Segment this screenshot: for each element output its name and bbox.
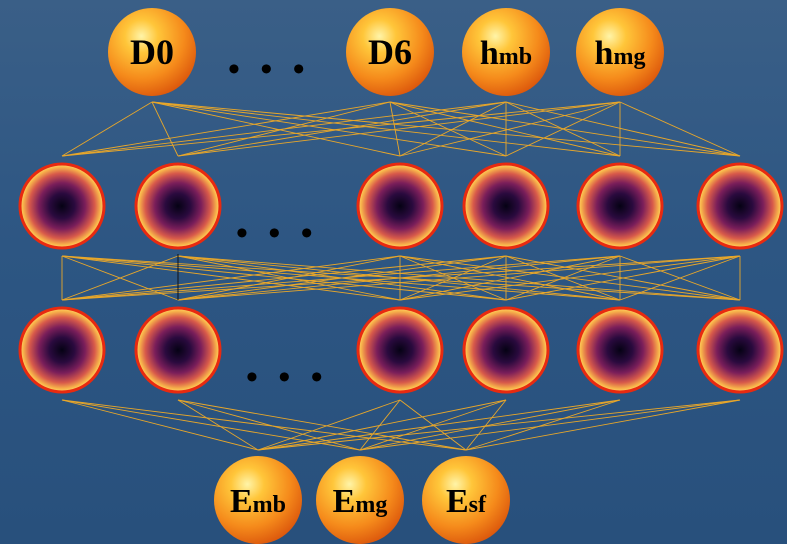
connection-line <box>359 399 621 451</box>
hidden-layer-2 <box>18 306 784 394</box>
connection-line <box>177 101 621 157</box>
connection-line <box>505 255 741 301</box>
connection-line <box>151 101 621 157</box>
connection-line <box>465 399 621 451</box>
input-label-subscript: mb <box>253 492 286 518</box>
connection-line <box>359 399 741 451</box>
input-node <box>214 456 302 544</box>
output-label-main: h <box>595 35 614 72</box>
connection-line <box>399 255 507 301</box>
connection-line <box>257 399 741 451</box>
connection-line <box>151 101 741 157</box>
hidden-2-node <box>134 306 222 394</box>
connection-line <box>389 101 401 157</box>
connection-line <box>257 399 507 451</box>
connection-line <box>505 255 621 301</box>
output-label-subscript: mb <box>499 44 532 70</box>
output-layer: D0 D6 hmb hmg <box>108 8 664 96</box>
input-label-main: E <box>230 483 253 520</box>
output-label-main: D0 <box>130 32 174 72</box>
hidden-1-node <box>18 162 106 250</box>
connection-line <box>177 255 401 301</box>
output-ellipsis: • • • <box>228 51 311 88</box>
input-label-subscript: mg <box>355 492 387 518</box>
hidden-1-node <box>356 162 444 250</box>
connection-line <box>61 255 179 301</box>
output-node <box>462 8 550 96</box>
connection-line <box>257 399 401 451</box>
connection-line <box>389 101 507 157</box>
input-label: Emg <box>333 483 388 520</box>
connection-line <box>465 399 741 451</box>
output-label: hmb <box>480 35 532 72</box>
input-label-subscript: sf <box>469 492 487 518</box>
output-node <box>346 8 434 96</box>
output-label-main: D6 <box>368 32 412 72</box>
connection-line <box>177 399 467 451</box>
hidden-1-node <box>576 162 664 250</box>
hidden-2-node <box>696 306 784 394</box>
input-layer: Emb Emg Esf <box>214 456 510 544</box>
connection-line <box>61 399 259 451</box>
output-node <box>108 8 196 96</box>
connection-line <box>177 399 361 451</box>
connection-line <box>61 101 391 157</box>
connection-line <box>61 255 401 301</box>
connection-line <box>505 101 621 157</box>
hidden-layer-1 <box>18 162 784 250</box>
connection-line <box>61 101 153 157</box>
hidden-2-node <box>462 306 550 394</box>
connection-line <box>151 101 401 157</box>
hidden-1-node <box>462 162 550 250</box>
connection-line <box>177 399 259 451</box>
hidden-2-ellipsis: • • • <box>246 359 329 396</box>
connection-line <box>359 399 507 451</box>
hidden-1-node <box>134 162 222 250</box>
connection-line <box>399 101 507 157</box>
input-label: Emb <box>230 483 286 520</box>
hidden-2-node <box>356 306 444 394</box>
input-label-main: E <box>333 483 356 520</box>
hidden-1-ellipsis: • • • <box>236 215 319 252</box>
connection-line <box>399 255 741 301</box>
connection-line <box>61 255 507 301</box>
connection-line <box>61 101 507 157</box>
output-label: D0 <box>130 32 174 72</box>
connection-line <box>619 255 741 301</box>
connection-line <box>151 101 179 157</box>
connection-line <box>389 101 741 157</box>
input-node <box>316 456 404 544</box>
hidden-2-node <box>18 306 106 394</box>
connection-line <box>619 101 741 157</box>
connection-line <box>505 101 741 157</box>
connection-line <box>61 101 621 157</box>
connection-line <box>61 399 467 451</box>
hidden-2-node <box>576 306 664 394</box>
connection-line <box>61 255 741 301</box>
output-label-main: h <box>480 35 499 72</box>
input-label: Esf <box>446 483 487 520</box>
connection-line <box>399 101 621 157</box>
input-node <box>422 456 510 544</box>
output-label: D6 <box>368 32 412 72</box>
input-label-main: E <box>446 483 469 520</box>
output-node <box>576 8 664 96</box>
connection-line <box>177 255 741 301</box>
output-label-subscript: mg <box>613 44 645 70</box>
connection-lines <box>61 101 741 451</box>
connection-line <box>61 399 361 451</box>
connection-line <box>151 101 507 157</box>
connection-line <box>61 255 621 301</box>
hidden-1-node <box>696 162 784 250</box>
connection-line <box>257 399 621 451</box>
connection-line <box>399 255 621 301</box>
connection-line <box>465 399 507 451</box>
output-label: hmg <box>595 35 646 72</box>
